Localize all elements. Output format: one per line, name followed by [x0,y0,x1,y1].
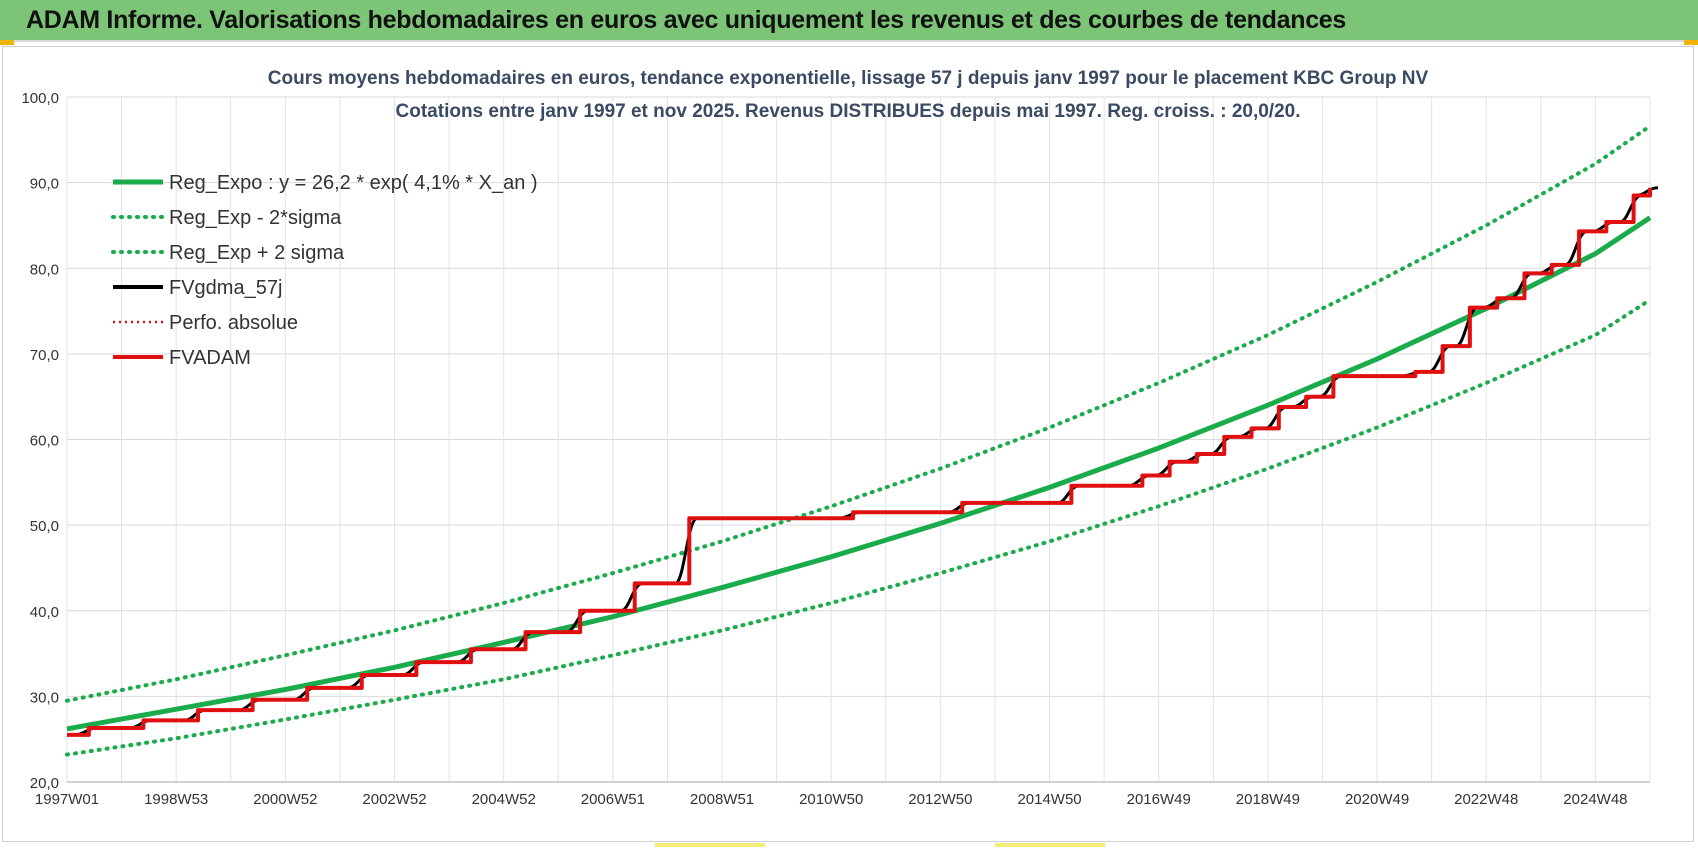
x-tick-label: 2006W51 [581,791,645,808]
y-tick-label: 50,0 [30,518,59,535]
y-tick-label: 60,0 [30,433,59,450]
x-tick-label: 2024W48 [1563,791,1627,808]
x-tick-label: 2000W52 [253,791,317,808]
report-banner: ADAM Informe. Valorisations hebdomadaire… [0,0,1698,42]
x-tick-label: 2008W51 [690,791,754,808]
x-tick-label: 2014W50 [1017,791,1081,808]
corner-marker-right [1684,40,1698,45]
x-tick-label: 2022W48 [1454,791,1518,808]
report-title: ADAM Informe. Valorisations hebdomadaire… [26,6,1347,34]
y-tick-label: 40,0 [30,604,59,621]
corner-marker-left [0,40,14,45]
legend-label: FVADAM [169,347,251,369]
legend-label: Reg_Exp - 2*sigma [169,207,342,229]
series-line [65,124,1652,703]
x-tick-label: 2016W49 [1127,791,1191,808]
chart-title-line: Cours moyens hebdomadaires en euros, ten… [268,68,1429,89]
y-tick-label: 20,0 [30,775,59,792]
x-tick-label: 2020W49 [1345,791,1409,808]
x-tick-label: 1998W53 [144,791,208,808]
series-line [67,186,1659,737]
y-tick-label: 100,0 [21,90,59,107]
x-tick-label: 2012W50 [908,791,972,808]
x-tick-label: 2010W50 [799,791,863,808]
legend-label: Reg_Expo : y = 26,2 * exp( 4,1% * X_an ) [169,172,538,194]
legend-label: Perfo. absolue [169,312,298,334]
y-tick-label: 70,0 [30,347,59,364]
x-tick-label: 2002W52 [362,791,426,808]
series-line [66,215,1652,732]
chart-frame: 20,0 30,0 40,0 50,0 60,0 70,0 80,0 90,0 100,0 199… [2,46,1694,842]
y-tick-label: 90,0 [30,176,59,193]
chart-title-line: Cotations entre janv 1997 et nov 2025. R… [396,101,1301,122]
x-tick-label: 2004W52 [472,791,536,808]
sheet-tab-marker [995,843,1105,847]
line-chart: 20,0 30,0 40,0 50,0 60,0 70,0 80,0 90,0 100,0 199… [21,68,1659,808]
sheet-tab-marker [655,843,765,847]
y-tick-label: 80,0 [30,261,59,278]
y-tick-label: 30,0 [30,689,59,706]
legend-label: Reg_Exp + 2 sigma [169,242,345,264]
series-line [67,186,1659,736]
x-tick-label: 2018W49 [1236,791,1300,808]
legend-label: FVgdma_57j [169,277,282,299]
x-tick-label: 1997W01 [35,791,99,808]
series-line [67,187,1652,737]
